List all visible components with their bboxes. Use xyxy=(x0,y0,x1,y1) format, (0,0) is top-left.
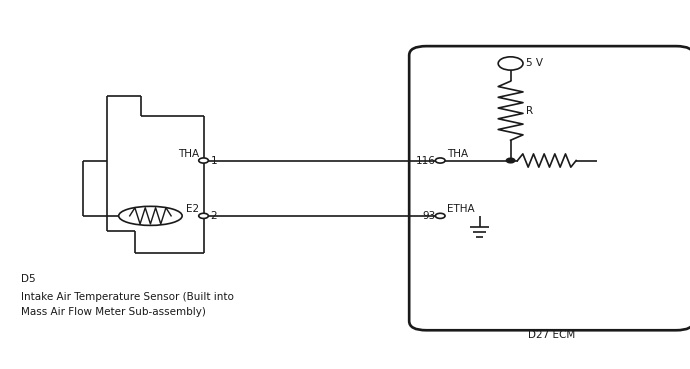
Text: D27 ECM: D27 ECM xyxy=(528,330,575,340)
Text: THA: THA xyxy=(177,149,199,159)
Text: 116: 116 xyxy=(415,155,435,166)
Text: R: R xyxy=(526,106,533,116)
Text: Intake Air Temperature Sensor (Built into: Intake Air Temperature Sensor (Built int… xyxy=(21,292,234,302)
Circle shape xyxy=(435,213,445,218)
Text: 2: 2 xyxy=(210,211,217,221)
Text: ETHA: ETHA xyxy=(447,204,475,214)
Text: THA: THA xyxy=(447,149,469,159)
Circle shape xyxy=(435,158,445,163)
Text: Mass Air Flow Meter Sub-assembly): Mass Air Flow Meter Sub-assembly) xyxy=(21,307,206,317)
Text: D5: D5 xyxy=(21,273,35,284)
Text: 1: 1 xyxy=(210,155,217,166)
FancyBboxPatch shape xyxy=(409,46,690,330)
Circle shape xyxy=(199,158,208,163)
Text: 5 V: 5 V xyxy=(526,58,543,69)
Circle shape xyxy=(199,213,208,218)
Ellipse shape xyxy=(119,206,182,225)
Text: 93: 93 xyxy=(422,211,435,221)
Text: E2: E2 xyxy=(186,204,199,214)
Circle shape xyxy=(506,158,515,163)
